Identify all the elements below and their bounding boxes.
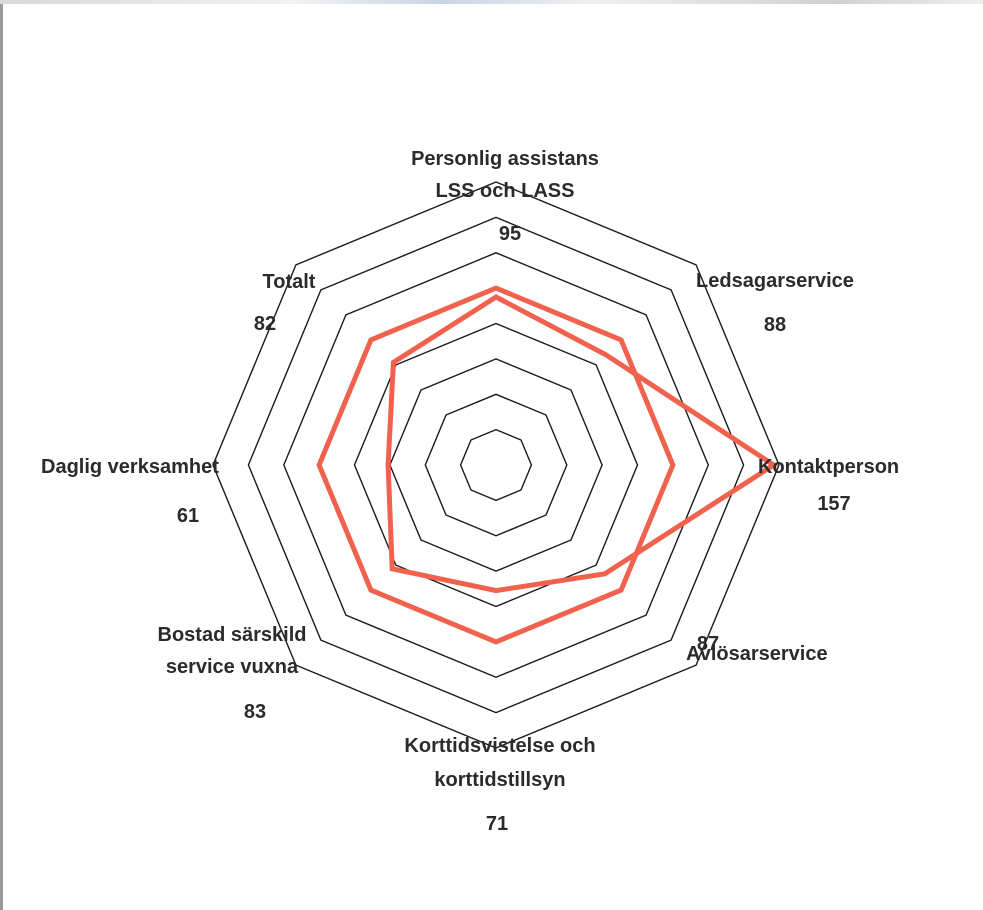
category-label-5-line-2: korttidstillsyn bbox=[434, 769, 565, 791]
grid-ring-2 bbox=[424, 393, 568, 537]
scan-edge-top bbox=[0, 0, 983, 4]
value-label-2: 88 bbox=[764, 314, 786, 336]
category-label-6-line-1: Bostad särskild bbox=[158, 624, 307, 646]
series-layer bbox=[316, 285, 779, 645]
category-label-4-line-1: Avlösarservice bbox=[686, 643, 828, 665]
grid-ring-6 bbox=[283, 252, 710, 679]
category-label-1-line-1: Personlig assistans bbox=[411, 148, 599, 170]
value-label-6: 83 bbox=[244, 701, 266, 723]
category-label-7-line-1: Daglig verksamhet bbox=[41, 456, 219, 478]
category-label-6-line-2: service vuxna bbox=[166, 656, 299, 678]
category-label-1-line-2: LSS och LASS bbox=[436, 180, 575, 202]
grid-ring-8 bbox=[212, 181, 780, 749]
category-label-5-line-1: Korttidsvistelse och bbox=[404, 735, 595, 757]
category-label-2-line-1: Ledsagarservice bbox=[696, 270, 854, 292]
category-labels: Personlig assistans LSS och LASS 95 Ledsaga… bbox=[41, 148, 899, 835]
value-label-4: 87 bbox=[697, 633, 719, 655]
scan-edge-left bbox=[0, 0, 3, 910]
category-label-8-line-1: Totalt bbox=[263, 271, 316, 293]
grid-ring-3 bbox=[389, 358, 603, 572]
series-1-line bbox=[385, 294, 779, 594]
value-label-3: 157 bbox=[817, 493, 850, 515]
grid-ring-4 bbox=[353, 322, 639, 608]
value-label-1: 95 bbox=[499, 223, 521, 245]
grid-ring-7 bbox=[247, 216, 745, 714]
series-1 bbox=[385, 294, 779, 594]
value-label-5: 71 bbox=[486, 813, 508, 835]
value-label-8: 82 bbox=[254, 313, 276, 335]
series-2 bbox=[316, 285, 676, 645]
grid-ring-1 bbox=[459, 428, 533, 502]
value-label-7: 61 bbox=[177, 505, 199, 527]
category-label-3-line-1: Kontaktperson bbox=[758, 456, 899, 478]
